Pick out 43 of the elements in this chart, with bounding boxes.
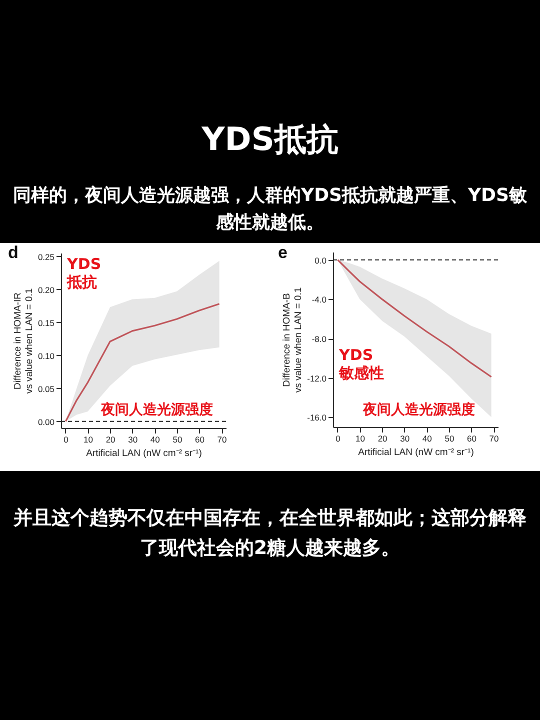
x-axis-title: Artificial LAN (nW cm⁻² sr⁻¹): [358, 447, 474, 458]
x-tick-label: 40: [422, 434, 432, 444]
y-tick-label: 0.20: [38, 284, 55, 295]
x-tick-label: 60: [467, 434, 477, 444]
annotation: YDS: [338, 346, 374, 364]
x-tick-label: 70: [217, 434, 228, 444]
text: d: [8, 243, 18, 263]
y-tick-label: -8.0: [312, 334, 327, 344]
x-tick-label: 30: [128, 434, 138, 444]
text: e: [278, 243, 288, 263]
y-tick-label: -12.0: [307, 373, 327, 384]
x-tick-label: 60: [195, 434, 205, 444]
y-axis-title: Difference in HOMA-IR vs value when LAN = 0.1: [12, 288, 35, 394]
annotation: 敏感性: [338, 364, 384, 382]
annotation: 夜间人造光源强度: [100, 401, 213, 418]
annotation: 夜间人造光源强度: [362, 401, 475, 418]
x-tick-label: 50: [172, 434, 182, 444]
annotation: 抵抗: [66, 273, 97, 291]
x-tick-label: 40: [150, 434, 160, 444]
y-tick-label: 0.25: [38, 252, 55, 262]
y-tick-label: 0.10: [38, 350, 55, 361]
text: 同样的，夜间人造光源越强，人群的YDS抵抗就越严重、YDS敏感性就越低。: [12, 184, 528, 235]
x-tick-label: 50: [444, 434, 454, 444]
x-tick-label: 10: [356, 434, 366, 444]
text: 并且这个趋势不仅在中国存在，在全世界都如此；这部分解释了现代社会的2糖人越来越多。: [12, 506, 528, 561]
x-tick-label: 20: [378, 434, 388, 444]
y-tick-label: 0.05: [38, 384, 55, 394]
x-tick-label: 0: [336, 434, 341, 444]
y-tick-label: 0.0: [314, 255, 327, 266]
annotation: YDS: [66, 255, 102, 273]
chart-title: YDS抵抗: [200, 119, 340, 160]
x-tick-label: 0: [64, 434, 69, 444]
y-tick-label: 0.15: [38, 318, 55, 328]
x-tick-label: 20: [106, 434, 116, 444]
x-tick-label: 70: [489, 434, 500, 444]
y-tick-label: -4.0: [312, 294, 327, 305]
x-tick-label: 30: [400, 434, 410, 444]
line-series: [64, 303, 220, 422]
x-tick-label: 10: [84, 434, 94, 444]
x-axis-title: Artificial LAN (nW cm⁻² sr⁻¹): [86, 448, 202, 459]
y-tick-label: -16.0: [307, 412, 327, 423]
y-tick-label: 0.00: [38, 416, 55, 427]
y-axis-title: Difference in HOMA-B vs value when LAN = 0.1: [282, 287, 304, 393]
